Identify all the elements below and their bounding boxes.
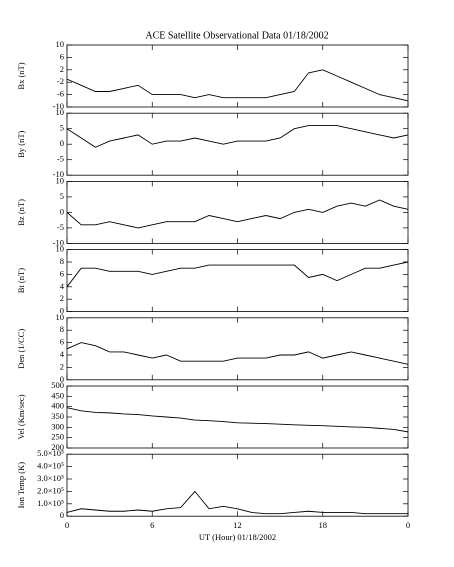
y-tick-label: 2 bbox=[60, 361, 64, 371]
y-axis-label: By (nT) bbox=[16, 130, 26, 157]
y-axis-label: Bx (nT) bbox=[16, 62, 26, 89]
y-tick-label: 10 bbox=[56, 312, 65, 322]
panel-frame bbox=[66, 385, 409, 449]
y-tick-label: 4 bbox=[60, 349, 65, 359]
y-tick-label: -10 bbox=[53, 237, 64, 247]
y-tick-label: 6 bbox=[60, 268, 64, 278]
y-tick-label: 10 bbox=[56, 175, 65, 185]
y-tick-label: 400 bbox=[51, 401, 64, 411]
y-tick-label: 6 bbox=[60, 51, 64, 61]
y-tick-label: 4 bbox=[60, 281, 65, 291]
y-tick-label: 0 bbox=[60, 374, 64, 384]
data-line bbox=[66, 407, 409, 433]
y-tick-label: 450 bbox=[51, 390, 64, 400]
y-tick-label: 0 bbox=[60, 206, 64, 216]
y-tick-label: 10 bbox=[56, 244, 65, 254]
y-axis-label: Vel (Km/sec) bbox=[16, 394, 26, 439]
y-tick-label: 0 bbox=[60, 510, 64, 520]
x-tick-label: 0 bbox=[406, 520, 410, 530]
x-tick-label: 18 bbox=[319, 520, 328, 530]
y-tick-label: -5 bbox=[57, 154, 64, 164]
y-tick-label: -5 bbox=[57, 222, 64, 232]
y-axis-label: Den (1/CC) bbox=[16, 329, 26, 369]
y-tick-label: 8 bbox=[60, 324, 64, 334]
panel-frame bbox=[66, 249, 409, 313]
y-tick-label: 2 bbox=[60, 64, 64, 74]
y-tick-label: 0 bbox=[60, 138, 64, 148]
x-tick-label: 12 bbox=[233, 520, 242, 530]
y-tick-label: 8 bbox=[60, 256, 64, 266]
panel-frame bbox=[66, 180, 409, 244]
y-tick-label: 6 bbox=[60, 337, 64, 347]
y-tick-label: 250 bbox=[51, 432, 64, 442]
y-tick-label: 350 bbox=[51, 411, 64, 421]
y-tick-label: 5.0×10⁵ bbox=[37, 448, 64, 458]
data-line bbox=[66, 490, 408, 515]
y-tick-label: 0 bbox=[60, 306, 64, 316]
x-tick-label: 0 bbox=[65, 520, 69, 530]
panel-frame bbox=[66, 112, 409, 176]
data-line bbox=[66, 261, 409, 288]
y-tick-label: 10 bbox=[56, 107, 65, 117]
y-tick-label: 3.0×10⁵ bbox=[37, 473, 64, 483]
y-tick-label: 5 bbox=[60, 191, 64, 201]
y-tick-label: 1.0×10⁵ bbox=[37, 498, 64, 508]
y-tick-label: 10 bbox=[56, 39, 65, 49]
y-tick-label: -2 bbox=[57, 76, 64, 86]
panel-frame bbox=[66, 317, 409, 381]
y-tick-label: 300 bbox=[51, 421, 64, 431]
y-axis-label: Bt (nT) bbox=[16, 268, 26, 293]
panel-frame bbox=[66, 453, 409, 517]
y-tick-label: 200 bbox=[51, 442, 64, 452]
x-axis-label: UT (Hour) 01/18/2002 bbox=[199, 532, 276, 542]
y-tick-label: 500 bbox=[51, 380, 64, 390]
data-line bbox=[66, 342, 409, 365]
x-tick-label: 6 bbox=[150, 520, 154, 530]
chart-title: ACE Satellite Observational Data 01/18/2… bbox=[145, 30, 328, 41]
y-tick-label: 5 bbox=[60, 123, 64, 133]
data-line bbox=[66, 199, 409, 229]
y-axis-label: Ion Temp (K) bbox=[16, 462, 26, 509]
y-axis-label: Bz (nT) bbox=[16, 199, 26, 226]
y-tick-label: -6 bbox=[57, 89, 64, 99]
y-tick-label: 4.0×10⁵ bbox=[37, 461, 64, 471]
y-tick-label: 2 bbox=[60, 293, 64, 303]
y-tick-label: -10 bbox=[53, 101, 64, 111]
y-tick-label: -10 bbox=[53, 169, 64, 179]
y-tick-label: 2.0×10⁵ bbox=[37, 485, 64, 495]
data-line bbox=[66, 125, 409, 148]
data-line bbox=[66, 69, 409, 102]
